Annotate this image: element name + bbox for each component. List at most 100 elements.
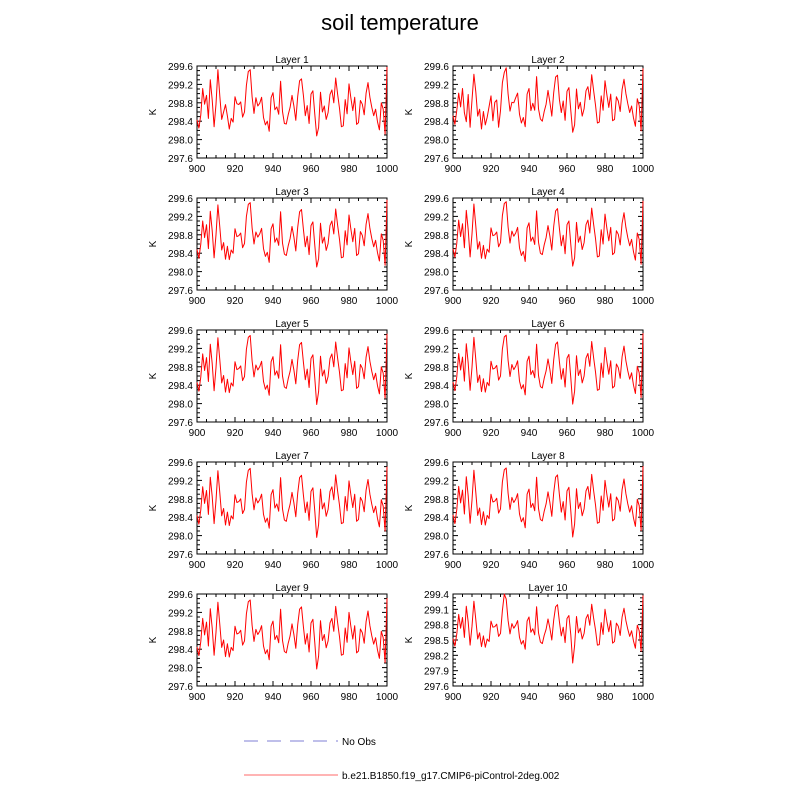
y-tick-label: 298.8 (168, 627, 193, 638)
series-line (452, 67, 644, 133)
y-tick-label: 298.4 (424, 117, 449, 128)
y-tick-label: 299.6 (424, 194, 449, 205)
x-tick-label: 900 (445, 692, 462, 703)
x-tick-label: 960 (303, 692, 320, 703)
y-tick-label: 298.8 (424, 495, 449, 506)
x-tick-label: 920 (227, 164, 244, 175)
y-tick-label: 298.0 (424, 136, 449, 147)
x-tick-label: 980 (341, 296, 358, 307)
y-tick-label: 299.2 (424, 212, 449, 223)
plot-frame (196, 197, 388, 291)
x-tick-label: 960 (559, 692, 576, 703)
y-tick-label: 298.4 (168, 117, 193, 128)
y-tick-label: 298.2 (424, 651, 449, 662)
y-tick-label: 297.6 (424, 682, 449, 693)
x-tick-label: 900 (445, 164, 462, 175)
x-tick-label: 980 (597, 428, 614, 439)
y-axis-label: K (404, 372, 415, 379)
x-tick-label: 980 (597, 692, 614, 703)
x-tick-label: 960 (559, 560, 576, 571)
y-tick-label: 299.6 (424, 62, 449, 73)
y-tick-label: 298.0 (168, 664, 193, 675)
plot-frame (196, 65, 388, 159)
x-tick-label: 900 (189, 560, 206, 571)
panel-layer-5: Layer 5 K 900 920 940 960 980 1000 299.6 299.2 298… (148, 319, 399, 439)
x-tick-label: 940 (265, 296, 282, 307)
x-tick-label: 960 (303, 560, 320, 571)
y-tick-label: 298.4 (168, 381, 193, 392)
x-tick-label: 960 (303, 428, 320, 439)
x-tick-label: 940 (521, 296, 538, 307)
x-tick-label: 900 (445, 560, 462, 571)
y-tick-label: 298.8 (168, 495, 193, 506)
x-tick-label: 980 (341, 692, 358, 703)
x-tick-label: 980 (597, 560, 614, 571)
y-tick-label: 297.9 (424, 667, 449, 678)
y-tick-label: 297.6 (424, 154, 449, 165)
series-line (196, 66, 388, 137)
y-tick-label: 298.8 (168, 99, 193, 110)
panel-grid: Layer 1 K 900 920 940 960 980 1000 299.6 299.2 298… (148, 55, 655, 703)
series-line (196, 333, 388, 405)
y-tick-label: 298.0 (168, 268, 193, 279)
y-tick-label: 299.2 (168, 344, 193, 355)
y-axis-label: K (148, 108, 159, 115)
x-tick-label: 900 (189, 692, 206, 703)
panel-title: Layer 6 (531, 319, 565, 330)
panel-layer-7: Layer 7 K 900 920 940 960 980 1000 299.6 299.2 298… (148, 451, 399, 571)
y-tick-label: 297.6 (424, 418, 449, 429)
plot-frame (452, 197, 644, 291)
y-tick-label: 298.8 (424, 621, 449, 632)
plot-frame (452, 65, 644, 159)
panel-title: Layer 9 (275, 583, 309, 594)
y-tick-label: 299.2 (424, 80, 449, 91)
x-tick-label: 980 (341, 560, 358, 571)
x-tick-label: 1000 (376, 296, 399, 307)
y-tick-label: 297.6 (424, 286, 449, 297)
y-tick-label: 298.0 (424, 532, 449, 543)
panel-title: Layer 4 (531, 187, 565, 198)
x-tick-label: 980 (597, 296, 614, 307)
plot-frame (196, 329, 388, 423)
panel-title: Layer 2 (531, 55, 565, 66)
y-axis-label: K (148, 504, 159, 511)
x-tick-label: 1000 (632, 428, 655, 439)
x-tick-label: 900 (445, 296, 462, 307)
x-tick-label: 920 (227, 428, 244, 439)
plot-frame (452, 461, 644, 555)
y-tick-label: 298.4 (168, 645, 193, 656)
y-tick-label: 299.6 (168, 62, 193, 73)
y-tick-label: 297.6 (168, 154, 193, 165)
y-tick-label: 299.2 (168, 80, 193, 91)
x-tick-label: 900 (445, 428, 462, 439)
y-tick-label: 299.6 (168, 458, 193, 469)
x-tick-label: 920 (483, 428, 500, 439)
series-line (452, 593, 644, 664)
x-tick-label: 920 (483, 164, 500, 175)
panel-title: Layer 7 (275, 451, 309, 462)
y-tick-label: 297.6 (168, 550, 193, 561)
panel-title: Layer 1 (275, 55, 309, 66)
x-tick-label: 900 (189, 164, 206, 175)
y-tick-label: 299.1 (424, 605, 449, 616)
series-line (196, 466, 388, 538)
x-tick-label: 1000 (632, 560, 655, 571)
x-tick-label: 920 (227, 692, 244, 703)
y-tick-label: 297.6 (168, 418, 193, 429)
y-tick-label: 299.2 (168, 608, 193, 619)
y-tick-label: 299.2 (168, 212, 193, 223)
x-tick-label: 940 (521, 692, 538, 703)
series-line (452, 333, 644, 405)
x-tick-label: 960 (303, 296, 320, 307)
y-tick-label: 298.8 (168, 231, 193, 242)
y-tick-label: 297.6 (168, 682, 193, 693)
y-tick-label: 299.6 (168, 326, 193, 337)
y-tick-label: 298.4 (424, 249, 449, 260)
series-line (196, 199, 388, 268)
y-tick-label: 299.2 (424, 344, 449, 355)
panel-title: Layer 5 (275, 319, 309, 330)
y-tick-label: 299.6 (168, 590, 193, 601)
x-tick-label: 940 (521, 164, 538, 175)
x-tick-label: 940 (265, 560, 282, 571)
